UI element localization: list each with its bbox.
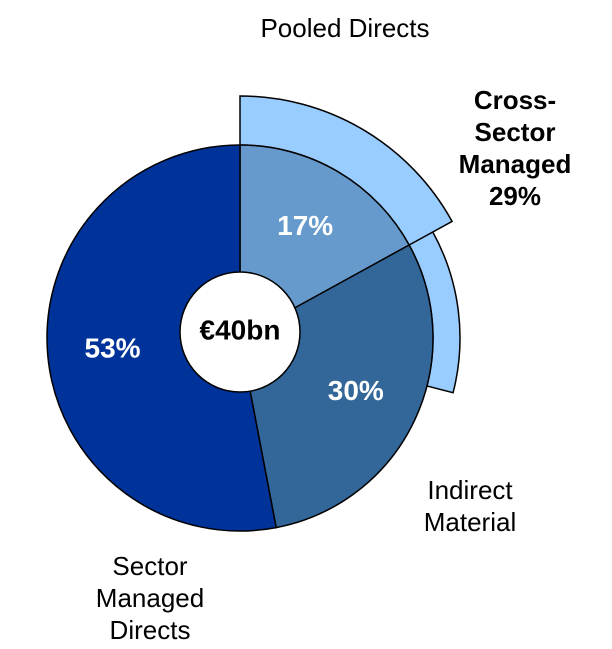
overlay-name: Cross-Sector Managed: [458, 85, 572, 179]
category-label: Sector Managed Directs: [95, 551, 205, 645]
category-label: Indirect Material: [423, 475, 517, 537]
value-label: 17%: [277, 210, 333, 241]
overlay-label: Cross-Sector Managed 29%: [442, 84, 588, 212]
center-label: €40bn: [200, 314, 281, 345]
center-hole: [179, 271, 301, 393]
value-label: 53%: [85, 332, 141, 363]
value-label: 30%: [328, 375, 384, 406]
overlay-value-label: 29%: [488, 181, 542, 211]
category-label: Pooled Directs: [260, 13, 430, 43]
slice: [46, 144, 278, 532]
